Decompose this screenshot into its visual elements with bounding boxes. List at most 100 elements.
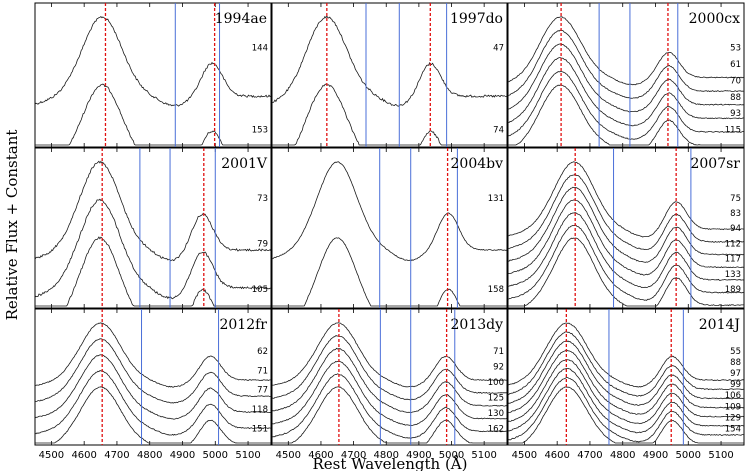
epoch-label: 115 [725,126,741,136]
epoch-label: 71 [257,366,268,376]
epoch-label: 118 [252,405,268,415]
panel-frame [34,2,272,148]
sn-name-label: 2004bv [451,156,504,172]
panel-1994ae [34,2,272,148]
spectrum-line [34,16,272,107]
epoch-label: 158 [488,285,504,295]
spectrum-line [507,359,745,425]
panel-frame [507,308,745,446]
x-tick-label: 4800 [374,450,399,461]
epoch-label: 94 [730,224,741,234]
x-tick-label: 4900 [170,450,195,461]
spectrum-line [507,322,745,388]
spectrum-line [507,376,745,443]
panel-2004bv [271,147,508,309]
spectrum-line [507,186,745,263]
sn-name-label: 2014J [699,317,740,333]
panel-frame [507,147,745,309]
epoch-label: 189 [725,285,741,295]
spectrum-line [34,198,272,300]
epoch-label: 88 [730,358,741,368]
epoch-label: 133 [725,270,741,280]
spectrum-line [271,15,508,107]
epoch-label: 154 [725,424,741,434]
epoch-label: 92 [493,362,504,372]
spectrum-line [507,199,745,276]
sn-name-label: 1997do [450,11,503,27]
x-axis-label: Rest Wavelength (Å) [312,455,467,471]
spectrum-line [34,370,272,436]
sn-name-label: 2007sr [690,156,740,172]
epoch-label: 61 [730,60,741,70]
x-tick-label: 4500 [39,450,64,461]
epoch-label: 129 [725,413,741,423]
epoch-label: 62 [257,347,268,357]
epoch-label: 151 [252,424,268,434]
epoch-label: 162 [488,424,504,434]
x-tick-label: 5000 [676,450,701,461]
spectrum-line [508,16,745,86]
spectrum-line [507,367,745,434]
panel-2012fr [34,308,272,446]
sn-name-label: 2001V [221,156,268,172]
spectrum-line [271,335,508,401]
panel-frame [271,147,508,309]
epoch-label: 88 [730,93,741,103]
spectrum-line [508,237,745,307]
epoch-label: 112 [725,239,741,249]
spectrum-line [35,386,271,444]
x-tick-label: 4600 [308,450,333,461]
x-tick-label: 5100 [708,450,733,461]
epoch-label: 106 [725,391,741,401]
epoch-label: 77 [257,386,268,396]
epoch-label: 83 [730,209,741,219]
panel-frame [271,2,508,148]
x-tick-label: 4900 [406,450,431,461]
x-tick-label: 5000 [203,450,228,461]
panel-2014J [507,308,745,446]
spectrum-line [272,360,508,426]
epoch-label: 53 [730,44,741,54]
epoch-label: 100 [488,378,504,388]
epoch-label: 153 [252,126,268,136]
x-tick-label: 5100 [471,450,496,461]
x-tick-label: 4500 [512,450,537,461]
spectrum-line [34,354,272,420]
epoch-label: 70 [730,76,741,86]
sn-name-label: 2013dy [451,317,504,333]
epoch-label: 99 [730,380,741,390]
epoch-label: 93 [730,109,741,119]
panel-2007sr [507,147,745,309]
spectrum-line [507,29,745,99]
epoch-label: 75 [730,194,741,204]
spectrum-line [507,173,745,251]
spectrum-line [271,373,508,439]
epoch-label: 117 [725,255,741,265]
panel-frame [34,308,272,446]
spectrum-line [507,212,745,289]
spectrum-line [507,331,745,397]
epoch-label: 105 [252,285,268,295]
epoch-label: 109 [725,402,741,412]
x-tick-label: 4800 [137,450,162,461]
sn-name-label: 1994ae [215,11,267,27]
epoch-label: 79 [257,239,268,249]
epoch-label: 74 [493,126,504,136]
spectrum-line [272,83,507,146]
epoch-label: 71 [493,347,504,357]
spectrum-line [272,386,507,444]
spectrum-line [507,224,745,301]
spectrum-line [508,57,745,127]
spectrum-line [35,236,271,307]
x-tick-label: 4700 [577,450,602,461]
x-tick-label: 4500 [276,450,301,461]
epoch-label: 130 [488,409,504,419]
epoch-label: 97 [730,369,741,379]
spectrum-line [508,386,744,444]
x-tick-label: 4600 [544,450,569,461]
x-tick-label: 4900 [643,450,668,461]
spectrum-line [271,322,508,388]
spectrum-line [34,322,271,388]
panel-frame [34,147,272,309]
